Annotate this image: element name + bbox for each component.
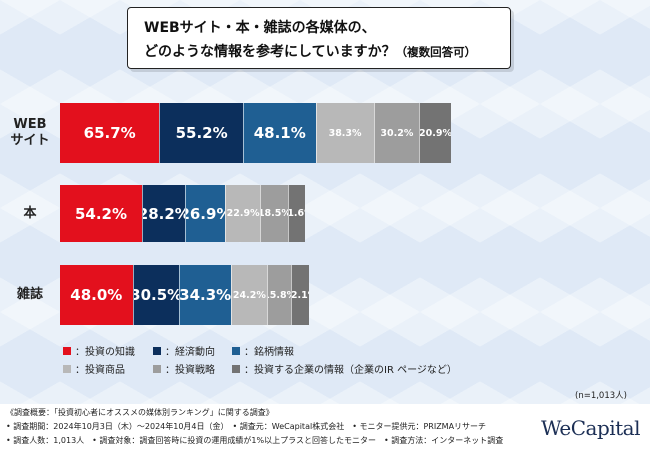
footer-survey-details-2: • 調査人数：1,013人 • 調査対象：調査回答時に投資の運用成績が1%以上プ… (6, 436, 504, 445)
bar-segment: 28.2% (141, 185, 185, 242)
legend-item: ：投資の知識 (63, 343, 135, 358)
data-label: 48.1% (253, 124, 306, 142)
bar-segment: 55.2% (159, 103, 243, 163)
title-note: （複数回答可） (395, 45, 477, 59)
bar-segment: 48.1% (242, 103, 316, 163)
legend-item: ：投資戦略 (153, 361, 215, 376)
bar-segment: 15.8% (267, 265, 292, 325)
bar-segment: 12.1% (291, 265, 310, 325)
bar-segment: 65.7% (60, 103, 160, 163)
legend-item: ：投資する企業の情報（企業のIR ページなど） (232, 361, 457, 376)
legend-swatch (63, 364, 71, 373)
legend-swatch (232, 346, 240, 355)
legend-label: ：投資戦略 (165, 365, 215, 376)
data-label: 15.8% (268, 289, 291, 301)
data-label: 11.6% (287, 208, 306, 219)
bar-segment: 22.9% (225, 185, 260, 242)
data-label: 26.9% (186, 204, 226, 223)
bar-segment: 26.9% (184, 185, 226, 242)
category-label: 本 (23, 205, 37, 221)
data-label: 20.9% (419, 127, 451, 139)
legend-swatch (63, 346, 71, 355)
data-label: 24.2% (232, 289, 266, 301)
bar-segment: 24.2% (230, 265, 268, 325)
bar-segment: 34.3% (178, 265, 231, 325)
data-label: 22.9% (226, 208, 260, 219)
title-box: WEBサイト・本・雑誌の各媒体の、 どのような情報を参考にしていますか？（複数回… (127, 7, 511, 69)
data-label: 54.2% (74, 204, 127, 223)
bar-segment: 11.6% (287, 185, 306, 242)
legend-label: ：経済動向 (165, 347, 215, 358)
data-label: 12.1% (291, 289, 309, 301)
footer-survey-details-1: • 調査期間：2024年10月3日（木）～2024年10月4日（金） • 調査元… (6, 422, 487, 431)
legend-label: ：投資の知識 (75, 347, 135, 358)
bar-segment: 30.5% (132, 265, 179, 325)
brand-logo: WeCapital (540, 416, 641, 440)
data-label: 34.3% (179, 286, 231, 304)
data-label: 30.5% (134, 286, 179, 304)
category-label: 雑誌 (16, 287, 43, 302)
legend-swatch (153, 346, 161, 355)
title-line-1: WEBサイト・本・雑誌の各媒体の、 (144, 20, 376, 36)
legend-swatch (153, 364, 161, 373)
data-label: 65.7% (83, 124, 136, 142)
bar-segment: 18.5% (259, 185, 288, 242)
data-label: 18.5% (261, 208, 288, 219)
legend-item: ：銘柄情報 (232, 343, 294, 358)
category-label: WEB サイト (10, 117, 50, 148)
data-label: 48.0% (70, 286, 123, 304)
sample-size-note: (n=1,013人) (575, 391, 627, 401)
legend-swatch (232, 364, 240, 373)
footer: 《調査概要：「投資初心者にオススメの媒体別ランキング」に関する調査》 • 調査期… (0, 404, 650, 450)
data-label: 28.2% (143, 204, 185, 223)
bar-segment: 48.0% (60, 265, 133, 325)
title-line-2: どのような情報を参考にしていますか？（複数回答可） (144, 41, 476, 61)
legend-label: ：銘柄情報 (244, 347, 294, 358)
data-label: 30.2% (380, 127, 414, 139)
bar-segment: 20.9% (419, 103, 451, 163)
title-question: どのような情報を参考にしていますか？ (144, 44, 396, 60)
data-label: 55.2% (175, 124, 228, 142)
bar-segment: 30.2% (373, 103, 420, 163)
legend-item: ：投資商品 (63, 361, 125, 376)
legend-label: ：投資する企業の情報（企業のIR ページなど） (244, 365, 457, 376)
legend-item: ：経済動向 (153, 343, 215, 358)
footer-survey-title: 《調査概要：「投資初心者にオススメの媒体別ランキング」に関する調査》 (6, 408, 274, 417)
bar-segment: 54.2% (60, 185, 142, 242)
bar-segment: 38.3% (315, 103, 374, 163)
legend-label: ：投資商品 (75, 365, 125, 376)
data-label: 38.3% (328, 127, 362, 139)
